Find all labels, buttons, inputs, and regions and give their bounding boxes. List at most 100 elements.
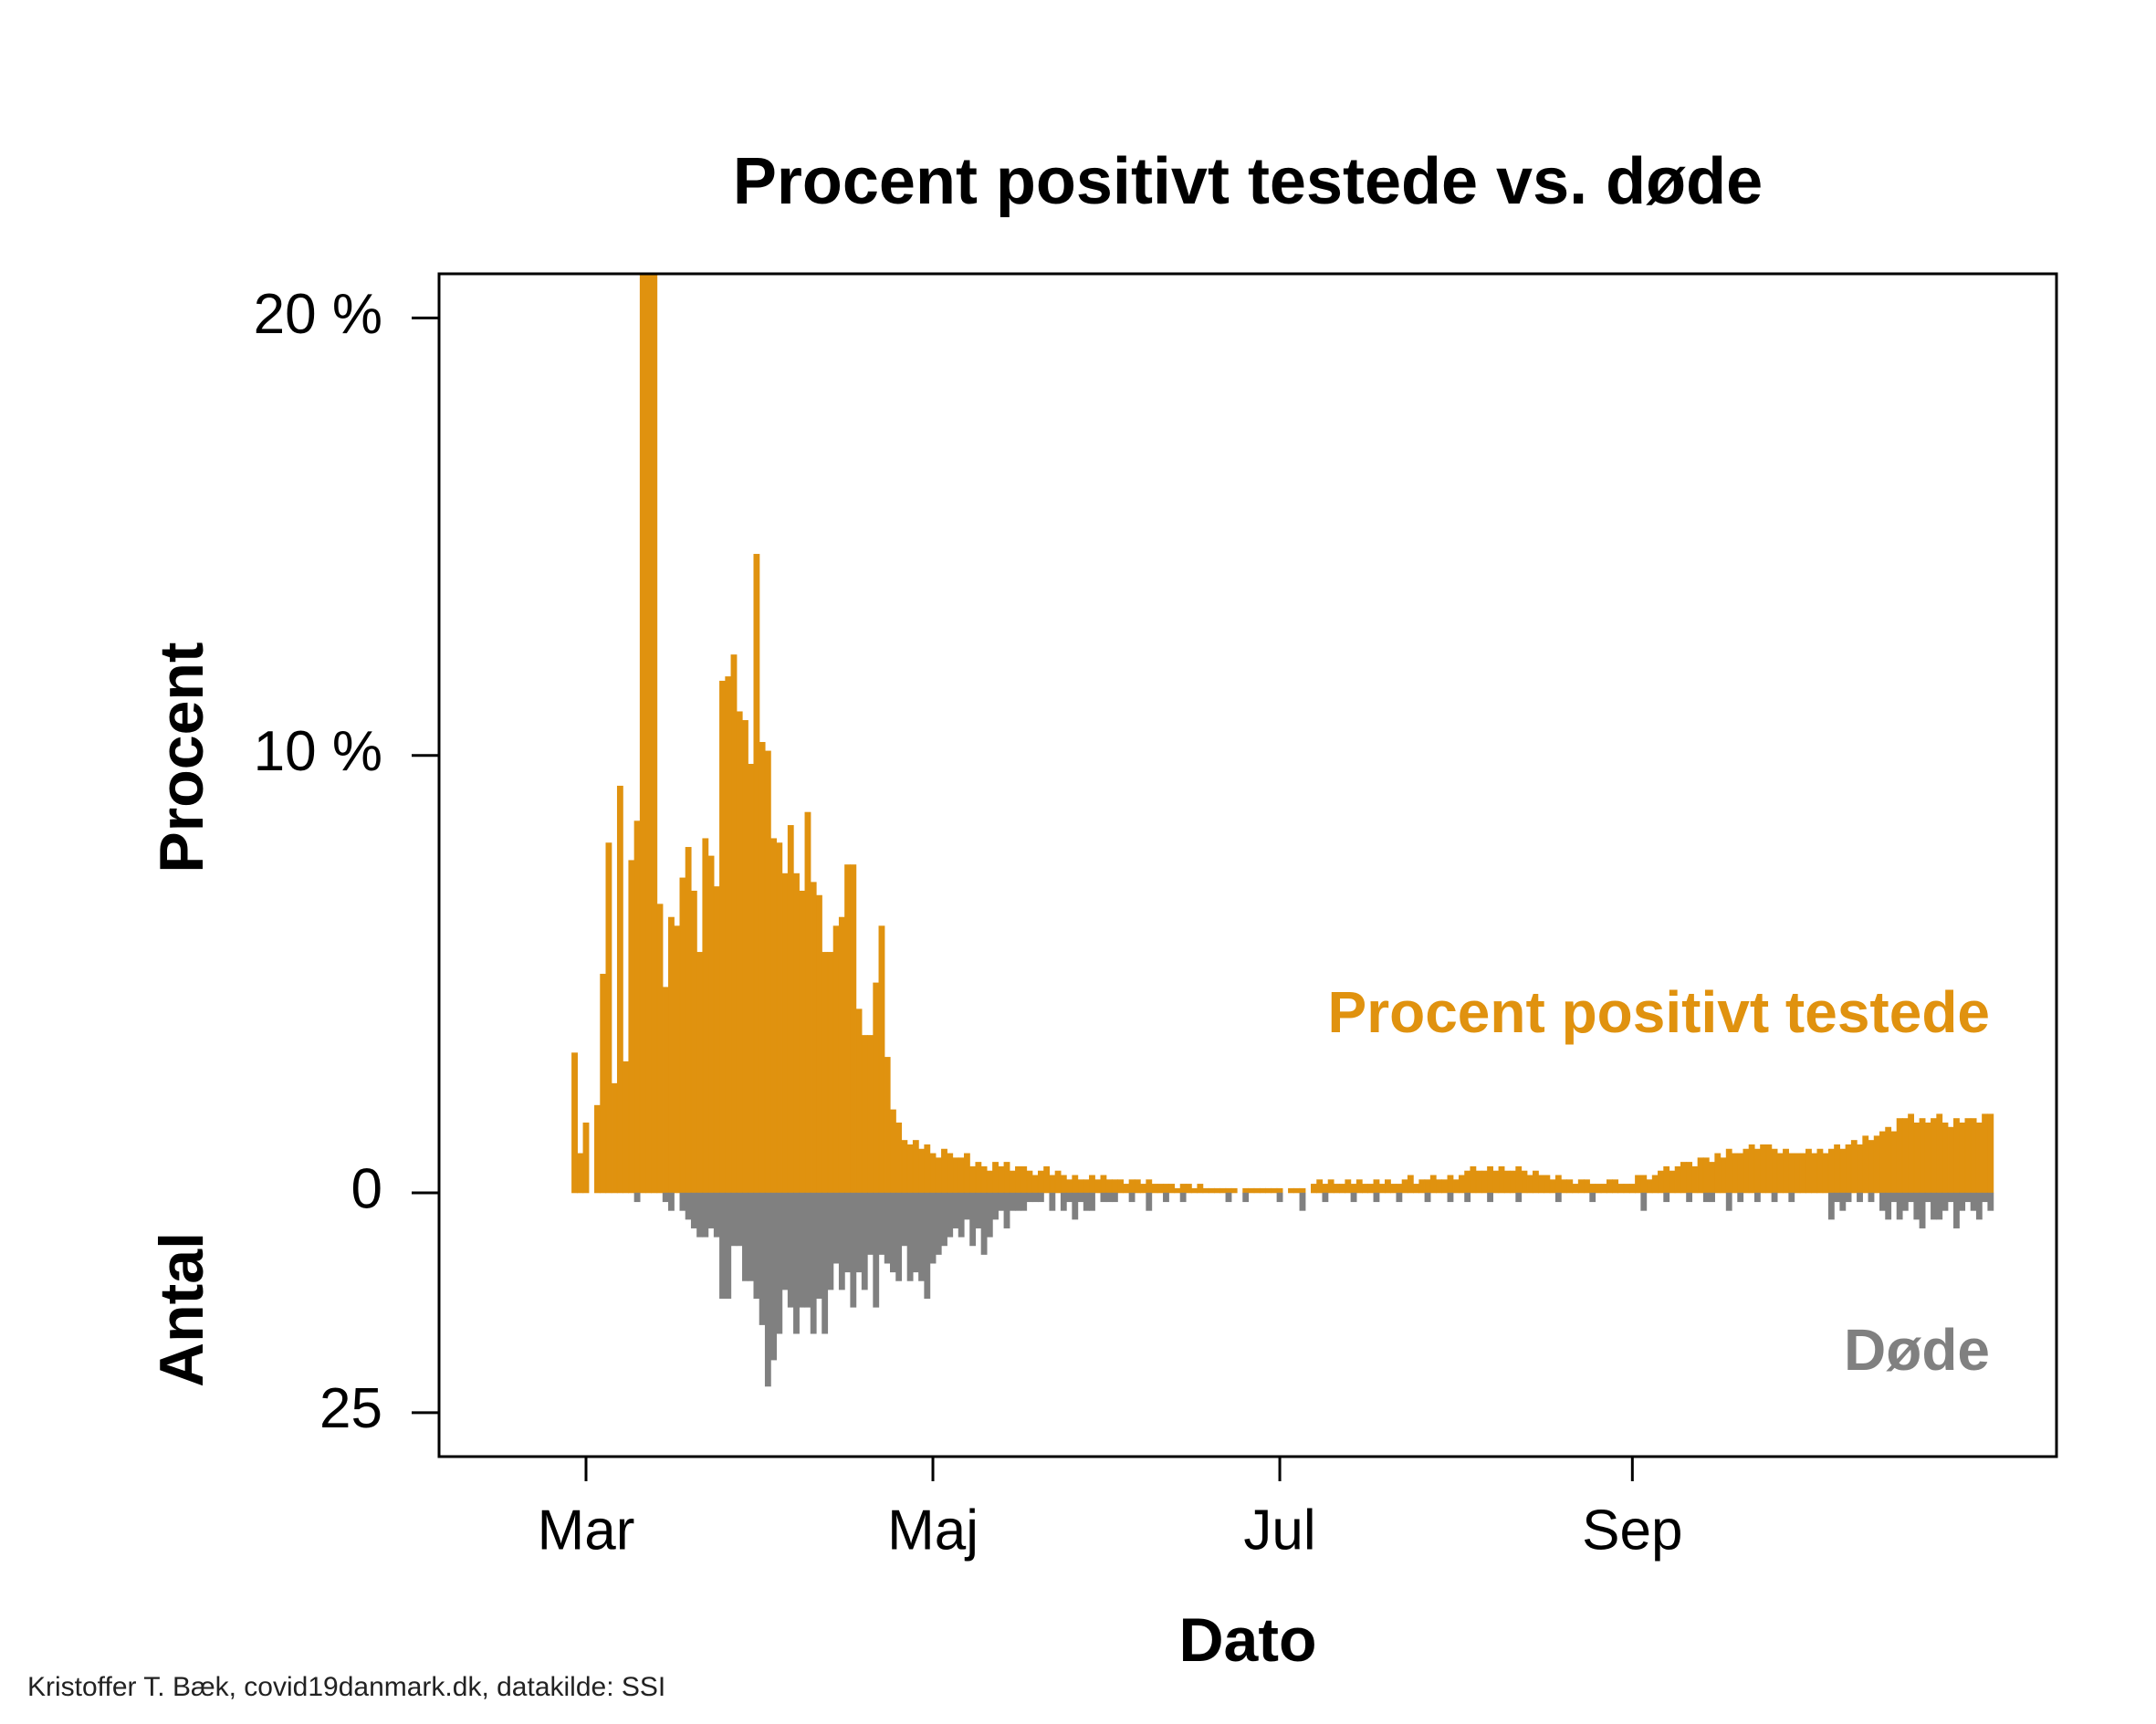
bar	[730, 654, 738, 1194]
bar	[1037, 1170, 1044, 1194]
bar	[1350, 1192, 1357, 1203]
bar	[1663, 1165, 1670, 1194]
bar	[1459, 1175, 1465, 1194]
bar	[861, 1035, 868, 1194]
bar	[1060, 1175, 1067, 1194]
bar	[838, 1192, 845, 1290]
bar	[1890, 1192, 1898, 1203]
bar	[1725, 1148, 1732, 1194]
bar	[912, 1140, 919, 1194]
bar	[1083, 1192, 1090, 1211]
bar	[1060, 1192, 1067, 1211]
bar	[628, 860, 635, 1194]
bar	[1248, 1187, 1255, 1194]
bar	[1827, 1148, 1835, 1194]
bar	[1174, 1187, 1181, 1194]
bar	[776, 842, 783, 1194]
bar	[1924, 1123, 1931, 1194]
plot-area	[571, 274, 1994, 1387]
bar	[1885, 1126, 1892, 1194]
bar	[1031, 1175, 1039, 1194]
bar	[1947, 1126, 1954, 1194]
bar	[1271, 1187, 1278, 1194]
y-tick-label: 20 %	[254, 283, 382, 346]
bar	[1577, 1179, 1585, 1194]
bar	[838, 916, 845, 1194]
bar	[924, 1144, 931, 1194]
bar	[1475, 1170, 1482, 1194]
bar	[799, 1192, 806, 1308]
bar	[1009, 1192, 1016, 1211]
bar	[1105, 1192, 1113, 1203]
bar	[702, 838, 709, 1194]
bar	[770, 1192, 778, 1361]
bar	[1424, 1192, 1431, 1203]
bar	[844, 864, 851, 1194]
bar	[1913, 1192, 1921, 1220]
bar	[781, 872, 789, 1194]
bar	[1623, 1184, 1630, 1194]
bar	[1128, 1179, 1136, 1194]
bar	[963, 1192, 970, 1220]
bar	[1975, 1192, 1983, 1220]
source-note: Kristoffer T. Bæk, covid19danmark.dk, da…	[27, 1672, 665, 1702]
bar	[1737, 1153, 1744, 1194]
bar	[787, 1192, 794, 1308]
bar	[1908, 1113, 1915, 1194]
bar	[748, 763, 755, 1194]
bar	[1805, 1148, 1812, 1194]
bar	[725, 1192, 732, 1299]
bar	[1146, 1192, 1153, 1211]
bar	[832, 1192, 840, 1264]
bar	[906, 1144, 914, 1194]
bar	[1094, 1179, 1102, 1194]
bar	[1959, 1192, 1966, 1211]
bar	[730, 1192, 738, 1247]
bar	[1242, 1187, 1250, 1194]
bar	[1760, 1144, 1767, 1194]
bar	[878, 925, 885, 1194]
bar	[1725, 1192, 1732, 1211]
bar	[582, 1123, 590, 1194]
bar	[1982, 1192, 1988, 1203]
bar	[1140, 1184, 1146, 1194]
bar	[1202, 1187, 1209, 1194]
bar	[1492, 1170, 1500, 1194]
bar	[1640, 1175, 1648, 1194]
bar	[810, 882, 817, 1194]
bar	[1464, 1192, 1471, 1203]
bar	[1544, 1175, 1551, 1194]
bar	[1595, 1184, 1602, 1194]
bar	[1362, 1184, 1368, 1194]
bar	[1230, 1187, 1238, 1194]
bar	[1646, 1179, 1653, 1194]
bar	[571, 1052, 578, 1194]
bar	[793, 1192, 800, 1334]
bar	[1857, 1144, 1863, 1194]
bar	[1327, 1179, 1334, 1194]
bar	[1020, 1165, 1028, 1194]
bar	[1953, 1118, 1960, 1194]
bar	[1612, 1179, 1619, 1194]
bar	[1987, 1113, 1994, 1194]
bar	[912, 1192, 919, 1273]
bar	[633, 820, 641, 1194]
bar	[867, 1035, 874, 1194]
series-label: Døde	[1844, 1317, 1990, 1383]
bar	[1674, 1165, 1681, 1194]
bar	[616, 785, 623, 1194]
bar	[906, 1192, 914, 1281]
bar	[1185, 1184, 1192, 1194]
bar	[1322, 1184, 1329, 1194]
bar	[1077, 1179, 1084, 1194]
bar	[844, 1192, 851, 1273]
bar	[873, 982, 880, 1194]
bar	[895, 1192, 903, 1281]
bar	[1077, 1192, 1084, 1203]
bar	[1219, 1187, 1227, 1194]
bar	[1816, 1148, 1824, 1194]
bar	[1100, 1192, 1107, 1203]
bar	[1970, 1118, 1977, 1194]
bar	[1009, 1170, 1016, 1194]
